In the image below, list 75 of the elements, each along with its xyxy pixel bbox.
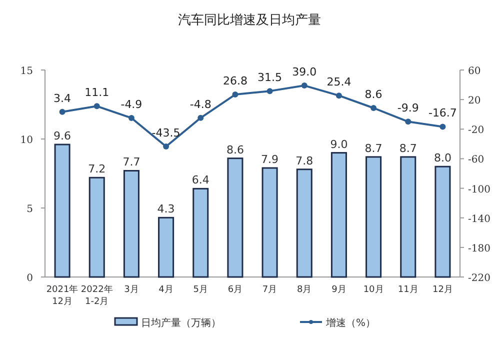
data-label: 7.9 — [261, 152, 279, 166]
point — [266, 88, 273, 94]
x-tick-label: 12月 — [432, 285, 453, 295]
data-label: 7.2 — [88, 162, 106, 176]
bar — [227, 158, 244, 278]
data-label: 7.8 — [296, 154, 314, 168]
data-label: 9.0 — [330, 138, 348, 151]
bar — [400, 156, 416, 278]
bar — [434, 166, 451, 278]
point — [301, 82, 308, 89]
data-label: 25.4 — [326, 76, 352, 89]
point — [59, 108, 66, 115]
data-label: 9.6 — [54, 130, 72, 143]
bar — [366, 156, 382, 278]
y-tick-label: 15 — [20, 66, 33, 77]
bar — [123, 170, 140, 278]
data-label: -16.7 — [428, 106, 457, 120]
y2-tick-label: -60 — [468, 154, 484, 166]
data-label: 8.0 — [434, 152, 452, 165]
data-label: 26.8 — [222, 74, 248, 88]
data-label: -4.9 — [120, 98, 142, 111]
y2-tick-label: -220 — [468, 273, 490, 284]
point — [336, 92, 342, 99]
data-label: -4.8 — [190, 98, 212, 111]
legend-label: 增速（%） — [325, 317, 376, 329]
x-tick-label: 4月 — [158, 285, 174, 295]
point — [94, 103, 100, 110]
y-tick-label: 10 — [20, 135, 33, 146]
x-tick-label: 5月 — [193, 285, 208, 295]
bar — [158, 216, 174, 278]
data-label: 8.7 — [364, 142, 382, 155]
bar — [296, 168, 312, 278]
point — [405, 118, 412, 125]
y-tick-label: 5 — [26, 204, 33, 215]
y2-tick-label: -140 — [468, 214, 490, 225]
point — [198, 114, 204, 121]
x-tick-label: 8月 — [297, 285, 312, 295]
x-tick-label: 10月 — [363, 285, 384, 295]
point — [163, 144, 170, 150]
data-label: 31.5 — [258, 71, 282, 84]
x-tick-label: 9月 — [332, 285, 346, 295]
data-label: -43.5 — [152, 126, 180, 140]
data-label: 4.3 — [157, 202, 175, 216]
y-tick-label: 0 — [26, 273, 33, 284]
data-label: 39.0 — [292, 66, 317, 79]
y2-tick-label: 60 — [468, 66, 481, 77]
x-tick-label: 2021年 12月 — [46, 284, 78, 307]
y2-tick-label: -180 — [468, 243, 490, 254]
bar — [192, 188, 209, 278]
data-label: 8.6 — [226, 143, 244, 156]
bar — [88, 176, 105, 278]
chart-title: 汽车同比增速及日均产量 — [178, 13, 321, 28]
data-label: 3.4 — [54, 92, 72, 105]
bar — [262, 167, 278, 278]
data-label: -9.9 — [397, 102, 419, 115]
point — [370, 105, 377, 111]
x-tick-label: 6月 — [228, 285, 243, 295]
x-tick-label: 3月 — [124, 285, 139, 295]
data-label: 8.7 — [399, 142, 417, 155]
y2-tick-label: -20 — [468, 125, 484, 136]
x-tick-label: 2022年 1-2月 — [80, 284, 113, 307]
legend-label: 日均产量（万辆） — [141, 317, 221, 329]
bar — [330, 152, 347, 278]
x-tick-label: 7月 — [262, 285, 278, 295]
y2-tick-label: 20 — [468, 96, 481, 107]
x-tick-label: 11月 — [398, 285, 418, 295]
data-label: 11.1 — [84, 86, 110, 100]
point — [232, 92, 238, 98]
data-label: 8.6 — [364, 88, 382, 101]
data-label: 6.4 — [192, 174, 210, 187]
bar — [54, 144, 70, 278]
point — [440, 124, 446, 130]
data-label: 7.7 — [122, 156, 140, 169]
point — [128, 114, 134, 121]
y2-tick-label: -100 — [468, 184, 490, 196]
